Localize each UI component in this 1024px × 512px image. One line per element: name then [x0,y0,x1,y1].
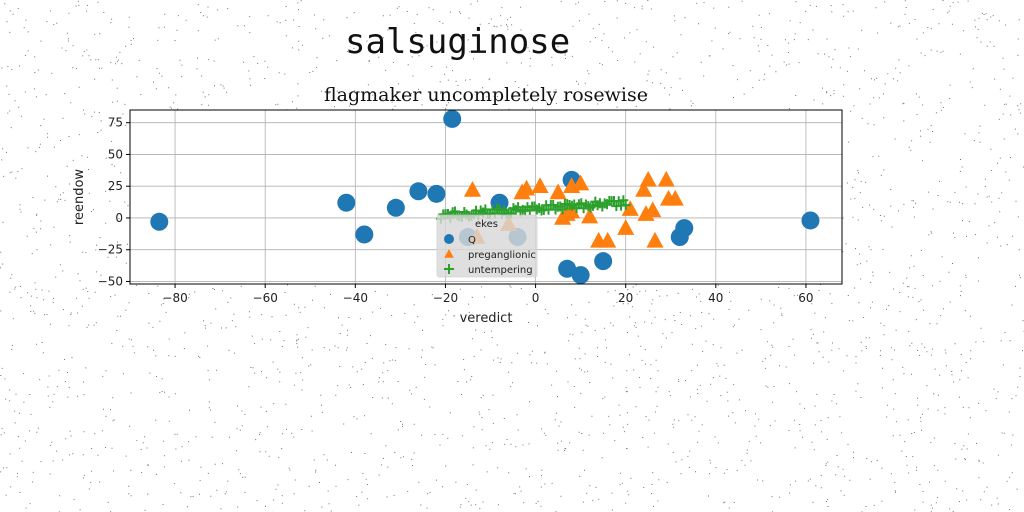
data-point-circle [443,110,462,128]
legend-label: untempering [468,265,533,276]
x-axis-label: veredict [460,311,513,326]
legend-title: ekes [475,219,498,230]
data-point-triangle [572,174,590,191]
legend-marker [444,234,454,244]
data-point-triangle [644,201,662,218]
data-point-circle [150,212,169,231]
legend-label: preganglionic [468,250,536,261]
data-point-plus [557,204,568,215]
y-tick-label: 0 [115,211,123,225]
x-tick-label: 0 [532,291,540,305]
data-point-triangle [646,231,664,248]
data-point-circle [801,211,820,230]
y-axis-label: reendow [72,169,87,226]
legend-marker [444,264,454,274]
x-tick-label: −20 [433,291,458,305]
data-point-triangle [581,207,599,224]
data-layer [150,110,820,284]
x-tick-label: −80 [162,291,187,305]
data-point-circle [571,266,590,284]
data-point-plus [620,200,631,211]
data-point-circle [427,184,446,203]
x-tick-label: 20 [618,291,633,305]
x-tick-label: 40 [708,291,723,305]
legend-marker [444,249,454,258]
x-tick-label: −60 [253,291,278,305]
legend-box [436,214,538,278]
data-point-triangle [635,181,653,197]
data-point-circle [337,193,356,212]
data-point-circle [675,219,694,238]
y-tick-label: −25 [98,243,123,257]
data-point-triangle [639,170,657,187]
data-point-circle [594,252,613,271]
y-tick-label: −50 [98,274,123,288]
data-point-triangle [518,179,536,196]
data-point-triangle [617,219,635,235]
data-point-triangle [657,170,675,187]
x-tick-label: 60 [798,291,813,305]
y-tick-label: 75 [108,116,123,130]
data-point-triangle [599,231,617,248]
x-tick-label: −40 [343,291,368,305]
data-point-triangle [621,200,639,216]
data-point-triangle [531,177,549,193]
data-point-circle [558,259,577,278]
y-tick-label: 50 [108,147,123,161]
series-Q [150,110,820,284]
chart-title: flagmaker uncompletely rosewise [324,84,648,106]
plot-frame [129,109,843,285]
data-point-circle [386,198,405,217]
axes: −80 −60 −40 −20 0 20 40 60 −50 −25 0 25 50 75 [98,109,843,305]
data-point-triangle [549,183,567,200]
y-tick-label: 25 [108,179,123,193]
data-point-circle [409,182,428,201]
clipped-data [150,110,820,284]
data-point-circle [355,225,374,244]
figure-supertitle: salsuginose [345,22,571,62]
data-point-triangle [666,189,684,206]
data-point-triangle [463,181,482,197]
legend-label: Q [468,235,476,246]
